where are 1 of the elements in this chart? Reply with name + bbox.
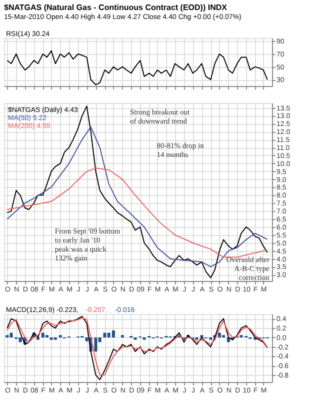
chart-title: $NATGAS (Natural Gas - Continuous Contract (EOD)) INDX [4, 3, 228, 12]
